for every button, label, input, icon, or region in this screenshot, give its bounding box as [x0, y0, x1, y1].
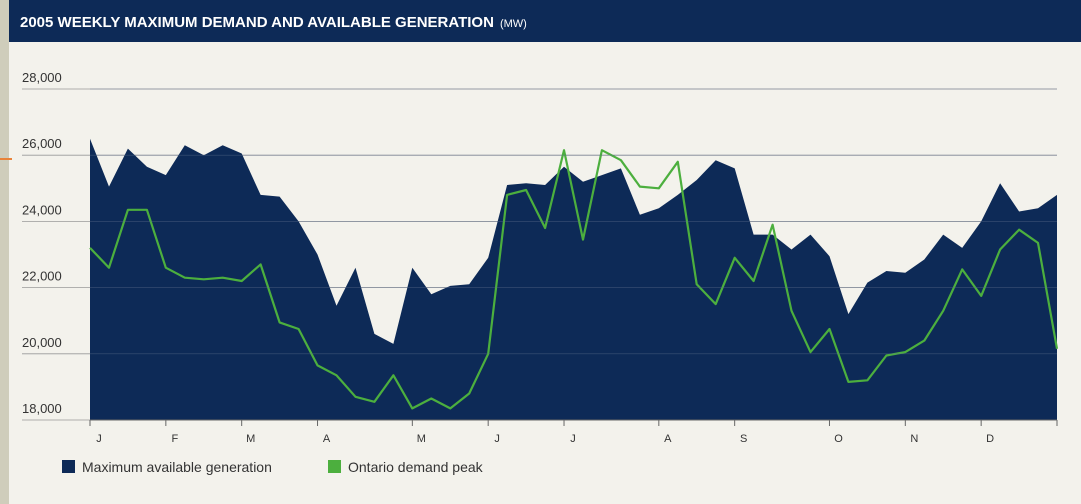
y-tick-label: 26,000 — [22, 136, 62, 151]
legend-label: Maximum available generation — [82, 459, 272, 475]
legend-swatch — [328, 460, 341, 473]
area — [90, 138, 1057, 420]
x-tick-label: M — [246, 433, 255, 445]
title-unit: (MW) — [500, 18, 527, 30]
x-tick-label: F — [171, 433, 178, 445]
x-tick-label: J — [570, 433, 576, 445]
x-tick-label: J — [96, 433, 102, 445]
y-tick-label: 18,000 — [22, 401, 62, 416]
x-tick-label: D — [986, 433, 994, 445]
x-tick-label: S — [740, 433, 747, 445]
y-tick-label: 20,000 — [22, 335, 62, 350]
y-tick-label: 24,000 — [22, 202, 62, 217]
x-tick-label: O — [834, 433, 843, 445]
title-main: 2005 WEEKLY MAXIMUM DEMAND AND AVAILABLE… — [20, 14, 494, 31]
legend-label: Ontario demand peak — [348, 459, 484, 475]
legend-swatch — [62, 460, 75, 473]
left-strip — [0, 0, 9, 504]
x-tick-label: N — [910, 433, 918, 445]
chart-title: 2005 WEEKLY MAXIMUM DEMAND AND AVAILABLE… — [20, 14, 527, 31]
x-tick-label: A — [664, 433, 672, 445]
x-tick-label: M — [417, 433, 426, 445]
y-tick-label: 28,000 — [22, 70, 62, 85]
header-bar — [9, 0, 1081, 42]
x-tick-label: J — [494, 433, 500, 445]
x-tick-label: A — [323, 433, 331, 445]
y-tick-label: 22,000 — [22, 269, 62, 284]
accent — [0, 158, 12, 160]
